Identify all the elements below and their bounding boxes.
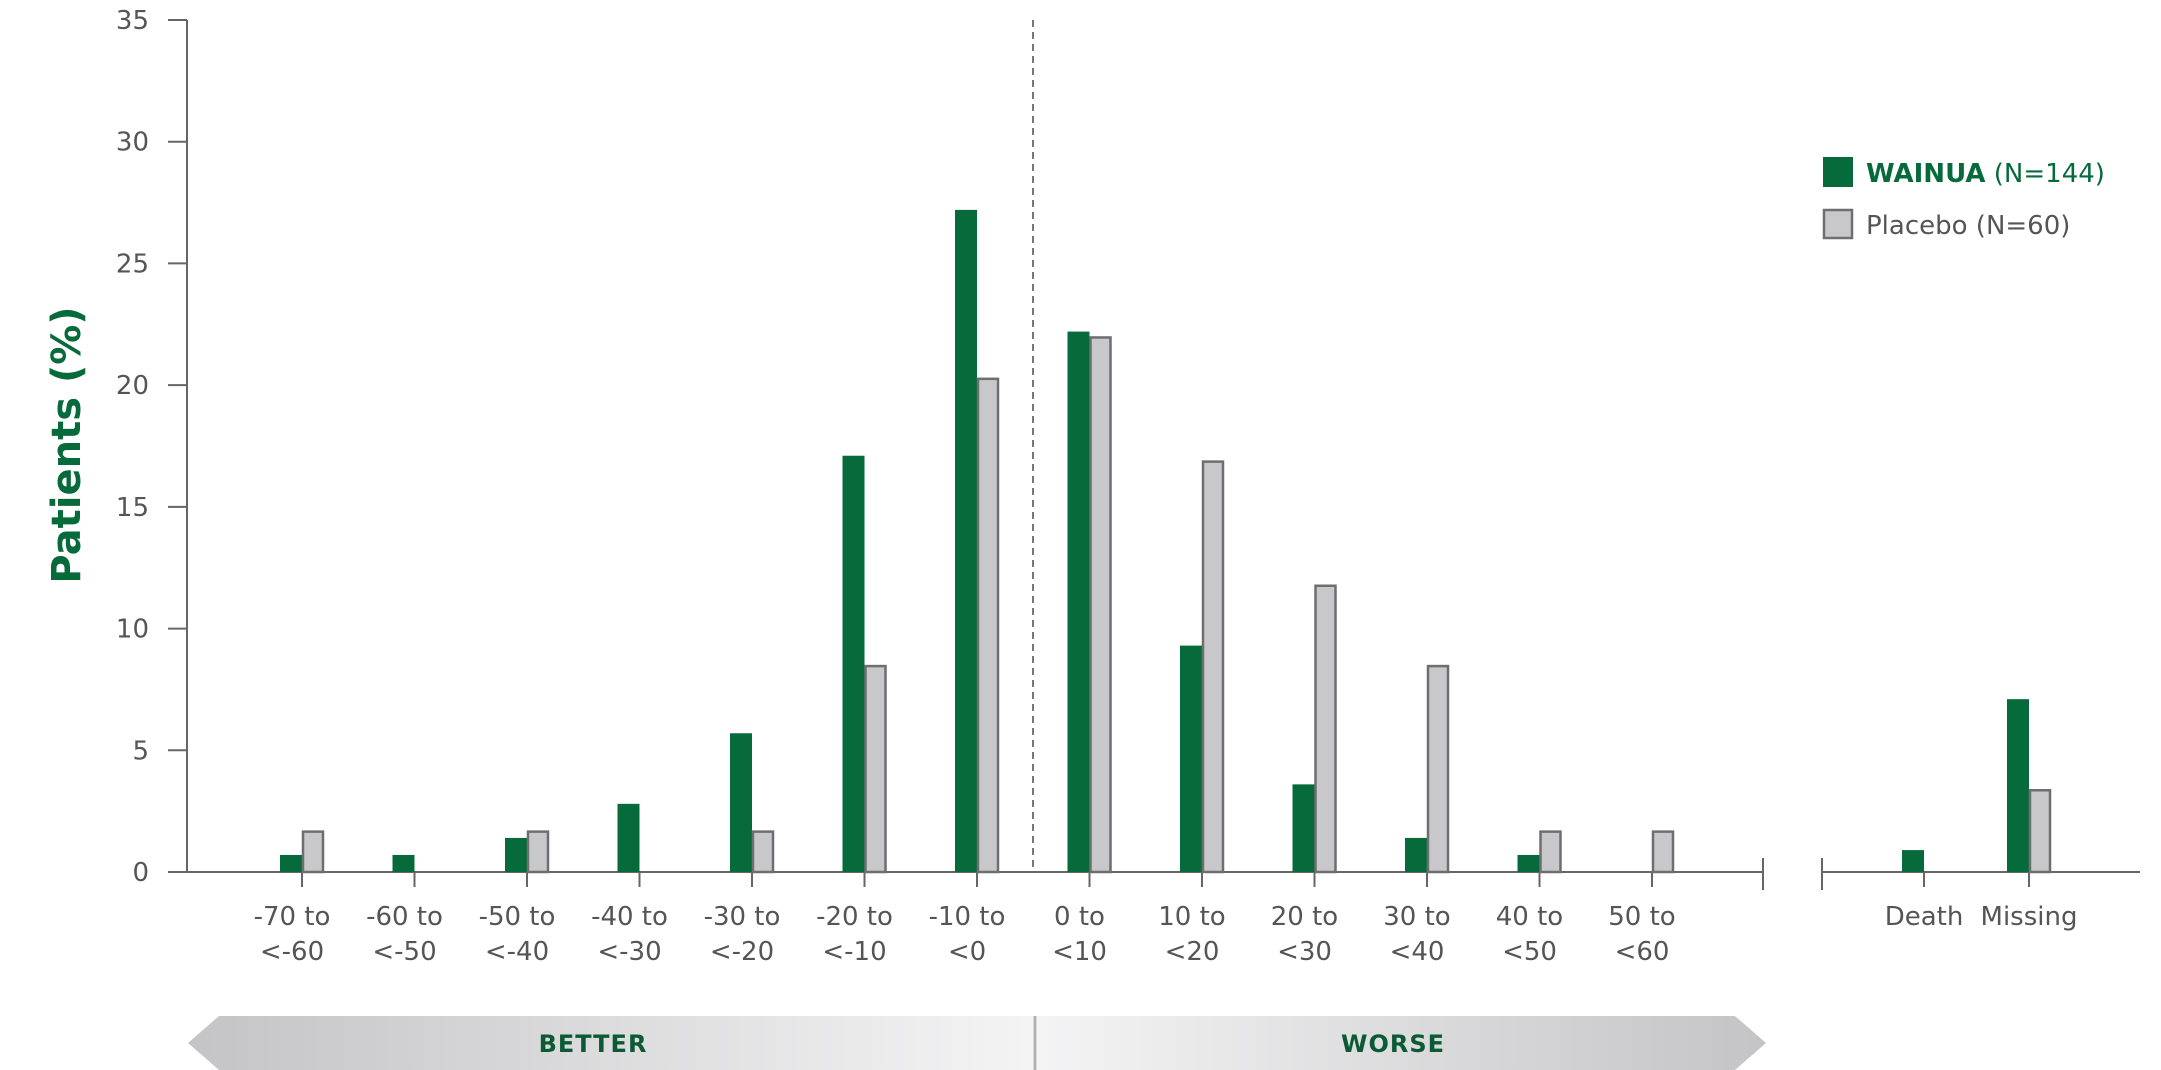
x-tick-label: 20 to <30 bbox=[1271, 902, 1338, 967]
bars bbox=[280, 209, 2052, 874]
bar-placebo bbox=[1426, 664, 1450, 874]
worse-label: WORSE bbox=[1341, 1030, 1445, 1058]
x-tick-label: -10 to <0 bbox=[929, 902, 1006, 967]
bar-placebo bbox=[526, 830, 550, 874]
y-tick-label: 35 bbox=[116, 6, 149, 36]
worse-arrow bbox=[1037, 1016, 1766, 1070]
bar-wainua bbox=[1517, 854, 1540, 872]
direction-arrows: BETTER WORSE bbox=[188, 1016, 1766, 1070]
legend-label-wainua-n: (N=144) bbox=[1986, 159, 2105, 189]
legend-label-placebo: Placebo (N=60) bbox=[1866, 211, 2070, 241]
bar-wainua bbox=[955, 209, 977, 873]
bar-wainua bbox=[2007, 699, 2029, 872]
y-axis-label: Patients (%) bbox=[44, 306, 90, 583]
bar-wainua bbox=[730, 733, 752, 872]
y-axis: 0 5 10 15 20 25 30 35 bbox=[116, 6, 188, 888]
x-tick-label: Missing bbox=[1981, 902, 2078, 932]
legend: WAINUA (N=144) Placebo (N=60) bbox=[1822, 157, 2105, 241]
x-tick-label: -20 to <-10 bbox=[816, 902, 893, 967]
bar-wainua bbox=[280, 854, 302, 872]
y-tick-label: 15 bbox=[116, 493, 149, 523]
bar-placebo bbox=[1201, 460, 1225, 874]
better-label: BETTER bbox=[539, 1030, 648, 1058]
x-tick-label: -70 to <-60 bbox=[254, 902, 331, 967]
legend-label-wainua: WAINUA (N=144) bbox=[1866, 159, 2105, 189]
bar-wainua bbox=[392, 854, 415, 872]
x-tick-label: 10 to <20 bbox=[1158, 902, 1225, 967]
y-tick-label: 20 bbox=[116, 371, 149, 401]
legend-swatch-wainua bbox=[1823, 157, 1853, 187]
x-tick-label: 50 to <60 bbox=[1608, 902, 1675, 967]
bar-placebo bbox=[976, 377, 1000, 874]
bar-wainua bbox=[1292, 784, 1315, 872]
x-tick-label: -50 to <-40 bbox=[479, 902, 556, 967]
bar-placebo bbox=[301, 830, 325, 874]
x-tick-label: 30 to <40 bbox=[1383, 902, 1450, 967]
legend-label-wainua-name: WAINUA bbox=[1866, 159, 1986, 189]
x-tick-label: -30 to <-20 bbox=[704, 902, 781, 967]
bar-wainua bbox=[1902, 850, 1924, 872]
y-tick-label: 30 bbox=[116, 128, 149, 158]
y-tick-label: 25 bbox=[116, 249, 149, 279]
bar-placebo bbox=[751, 830, 775, 874]
bar-wainua bbox=[1180, 645, 1202, 872]
bar-wainua bbox=[1405, 837, 1427, 872]
bar-wainua bbox=[1067, 331, 1090, 872]
bar-wainua bbox=[842, 455, 865, 872]
bar-placebo bbox=[2028, 788, 2052, 874]
y-tick-label: 0 bbox=[132, 858, 149, 888]
legend-swatch-placebo bbox=[1822, 208, 1854, 240]
y-tick-label: 5 bbox=[132, 736, 149, 766]
x-tick-label: -40 to <-30 bbox=[591, 902, 668, 967]
x-axis: -70 to <-60 -60 to <-50 -50 to <-40 -40 to <-30… bbox=[170, 858, 2140, 967]
x-tick-label: -60 to <-50 bbox=[366, 902, 443, 967]
bar-wainua bbox=[505, 837, 527, 872]
bar-placebo bbox=[1539, 830, 1562, 874]
y-tick-label: 10 bbox=[116, 615, 149, 645]
x-tick-label: 40 to <50 bbox=[1496, 902, 1563, 967]
x-tick-label: 0 to <10 bbox=[1052, 902, 1107, 967]
bar-placebo bbox=[1314, 584, 1337, 874]
bar-wainua bbox=[617, 803, 640, 872]
better-arrow bbox=[188, 1016, 1033, 1070]
x-tick-label: Death bbox=[1885, 902, 1964, 932]
bar-placebo bbox=[864, 664, 887, 874]
bar-placebo bbox=[1651, 830, 1675, 874]
bar-placebo bbox=[1089, 336, 1112, 874]
